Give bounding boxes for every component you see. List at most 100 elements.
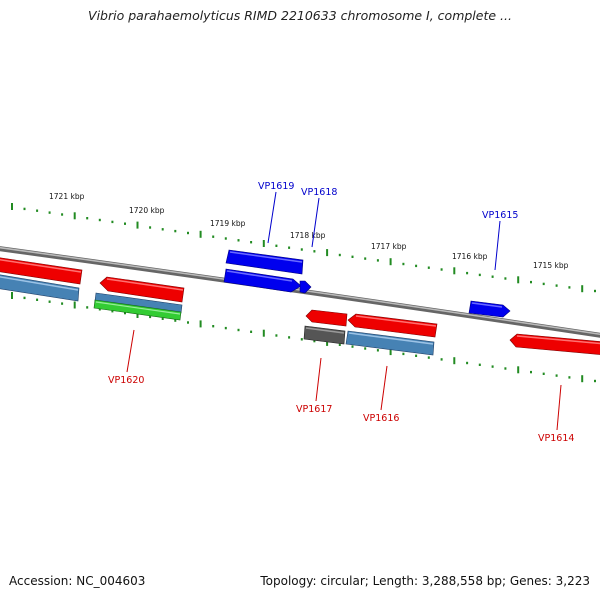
map-title: Vibrio parahaemolyticus RIMD 2210633 chr… bbox=[88, 8, 512, 23]
gene-label-vp1620[interactable]: VP1620 bbox=[108, 375, 144, 386]
scale-upper-tick-22 bbox=[288, 246, 291, 249]
scale-lower-tick-22 bbox=[288, 336, 291, 339]
cds-left-bar-shine bbox=[0, 276, 79, 291]
scale-upper-tick-36 bbox=[466, 271, 469, 275]
scale-upper-tick-15 bbox=[199, 230, 202, 238]
gene-left-reverse-arrow[interactable] bbox=[0, 257, 83, 285]
scale-lower-tick-5 bbox=[73, 301, 76, 309]
scale-label-1715: 1715 kbp bbox=[533, 261, 569, 270]
scale-upper-tick-18 bbox=[237, 239, 240, 242]
scale-lower-tick-18 bbox=[237, 328, 240, 332]
scale-lower-tick-26 bbox=[338, 343, 341, 346]
scale-lower-tick-25 bbox=[326, 338, 329, 346]
gene-small-forward-arrow[interactable] bbox=[299, 280, 312, 294]
scale-upper-tick-12 bbox=[161, 228, 164, 231]
cds-left-bar[interactable] bbox=[0, 274, 80, 302]
scale-lower-tick-29 bbox=[376, 349, 379, 352]
scale-lower-tick-44 bbox=[568, 376, 571, 379]
scale-upper-tick-8 bbox=[111, 220, 114, 224]
scale-upper-tick-35 bbox=[453, 267, 456, 275]
leader-vp1618 bbox=[311, 197, 320, 248]
gene-vp1619-arrow[interactable] bbox=[225, 249, 304, 275]
scale-upper-tick-43 bbox=[555, 284, 558, 287]
gene-label-vp1619[interactable]: VP1619 bbox=[258, 181, 294, 192]
scale-upper-tick-10 bbox=[136, 221, 139, 229]
scale-lower-tick-20 bbox=[262, 329, 265, 337]
scale-upper-tick-38 bbox=[491, 275, 494, 278]
scale-lower-tick-28 bbox=[364, 347, 367, 350]
pseudo-vp1617-shine bbox=[305, 327, 345, 334]
leader-vp1616 bbox=[380, 365, 388, 411]
scale-lower-tick-27 bbox=[351, 345, 354, 348]
scale-lower-tick-19 bbox=[250, 330, 253, 333]
leader-vp1614 bbox=[556, 384, 562, 431]
leader-vp1619 bbox=[267, 191, 277, 244]
gene-label-vp1615[interactable]: VP1615 bbox=[482, 210, 518, 221]
scale-upper-tick-34 bbox=[440, 268, 443, 271]
scale-lower-tick-13 bbox=[174, 319, 177, 322]
cds-vp1616-bar[interactable] bbox=[345, 330, 435, 356]
scale-lower-tick-32 bbox=[415, 354, 418, 357]
scale-lower-tick-8 bbox=[111, 310, 114, 313]
scale-upper-tick-45 bbox=[581, 285, 584, 293]
gene-vp1618-arrow[interactable] bbox=[223, 268, 302, 293]
scale-upper-tick-25 bbox=[326, 249, 329, 257]
leader-vp1615 bbox=[494, 220, 501, 271]
gene-label-vp1618[interactable]: VP1618 bbox=[301, 187, 337, 198]
gene-vp1615-shine bbox=[471, 302, 503, 308]
feature-tracks bbox=[0, 274, 435, 356]
scale-upper-tick-0 bbox=[11, 203, 13, 210]
gene-vp1615-arrow[interactable] bbox=[468, 300, 511, 318]
gene-vp1616-arrow[interactable] bbox=[347, 313, 438, 338]
scale-label-1716: 1716 kbp bbox=[452, 252, 488, 261]
gene-left-reverse-shine bbox=[0, 258, 82, 273]
scale-ticks-lower bbox=[11, 292, 596, 383]
scale-lower-tick-37 bbox=[478, 363, 481, 366]
gene-vp1614-arrow[interactable] bbox=[509, 333, 600, 355]
scale-upper-tick-9 bbox=[124, 222, 126, 225]
scale-lower-tick-17 bbox=[224, 326, 227, 330]
scale-upper-tick-3 bbox=[48, 211, 51, 214]
scale-upper-tick-41 bbox=[530, 280, 532, 284]
cds-vp1616-shine bbox=[348, 332, 434, 345]
scale-upper-tick-28 bbox=[364, 257, 367, 260]
scale-label-1720: 1720 kbp bbox=[129, 206, 165, 215]
gene-label-vp1616[interactable]: VP1616 bbox=[363, 413, 399, 424]
scale-upper-tick-30 bbox=[389, 258, 392, 266]
scale-lower-tick-42 bbox=[542, 372, 545, 375]
scale-lower-tick-11 bbox=[149, 315, 152, 319]
scale-lower-tick-39 bbox=[504, 367, 507, 370]
scale-lower-tick-21 bbox=[275, 334, 278, 337]
forward-strand-track bbox=[223, 249, 511, 318]
scale-lower-tick-4 bbox=[61, 302, 64, 305]
scale-lower-tick-14 bbox=[187, 321, 189, 324]
gene-label-vp1614[interactable]: VP1614 bbox=[538, 433, 574, 444]
scale-lower-tick-2 bbox=[36, 298, 39, 301]
scale-lower-tick-12 bbox=[161, 317, 164, 320]
gene-vp1616-shine bbox=[355, 315, 437, 327]
scale-upper-tick-40 bbox=[517, 276, 520, 284]
scale-label-1721: 1721 kbp bbox=[49, 192, 85, 201]
pseudo-vp1617-bar[interactable] bbox=[303, 325, 346, 345]
scale-lower-tick-1 bbox=[23, 296, 26, 300]
gene-vp1620-shine bbox=[106, 278, 184, 291]
scale-lower-tick-10 bbox=[136, 311, 139, 318]
scale-lower-tick-38 bbox=[491, 365, 494, 368]
gene-vp1618-shine bbox=[226, 270, 293, 282]
gene-vp1619-shine bbox=[229, 251, 303, 263]
scale-lower-tick-0 bbox=[11, 292, 13, 299]
scale-upper-tick-44 bbox=[568, 286, 571, 289]
gene-label-vp1617[interactable]: VP1617 bbox=[296, 404, 332, 415]
gene-vp1617-arrow[interactable] bbox=[305, 309, 348, 327]
scale-lower-tick-43 bbox=[555, 374, 558, 377]
gene-vp1620-arrow[interactable] bbox=[99, 276, 185, 303]
scale-upper-tick-42 bbox=[542, 282, 545, 286]
scale-lower-tick-23 bbox=[300, 338, 303, 341]
scale-upper-tick-33 bbox=[427, 266, 430, 269]
scale-upper-tick-20 bbox=[262, 240, 265, 247]
topology-summary: Topology: circular; Length: 3,288,558 bp… bbox=[260, 574, 590, 588]
scale-upper-tick-27 bbox=[351, 255, 354, 258]
scale-lower-tick-9 bbox=[124, 311, 126, 315]
scale-upper-tick-39 bbox=[504, 277, 507, 280]
